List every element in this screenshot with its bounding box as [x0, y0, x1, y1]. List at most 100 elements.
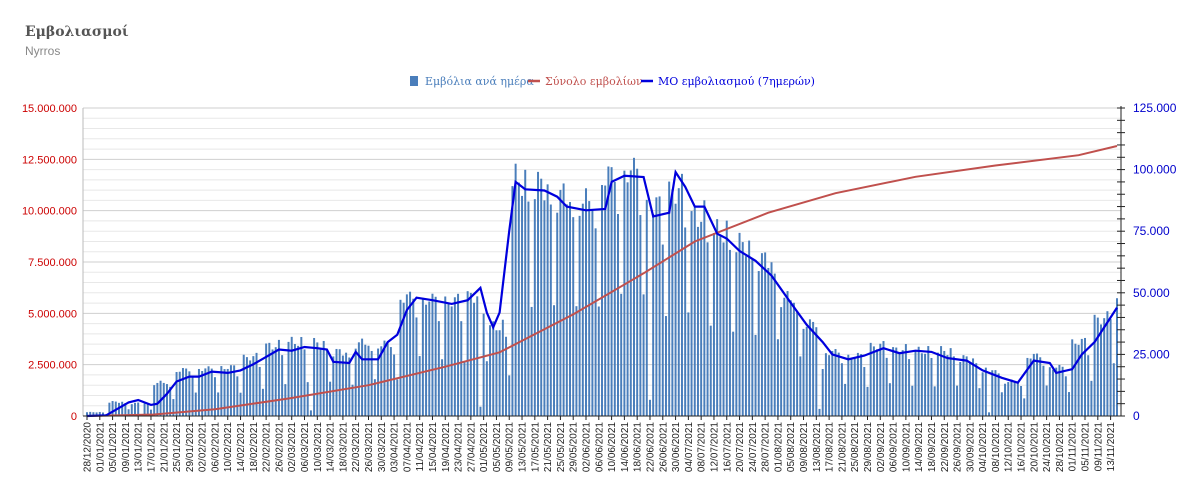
daily-vaccination-bar	[207, 366, 210, 416]
daily-vaccination-bar	[287, 341, 290, 416]
x-tick-label: 18/02/2021	[249, 422, 260, 472]
daily-vaccination-bar	[217, 392, 220, 416]
daily-vaccination-bar	[1032, 353, 1035, 416]
daily-vaccination-bar	[607, 166, 610, 416]
daily-vaccination-bar	[249, 360, 252, 416]
daily-vaccination-bar	[1071, 339, 1074, 416]
x-tick-label: 21/01/2021	[159, 422, 170, 472]
daily-vaccination-bar	[159, 380, 162, 416]
daily-vaccination-bar	[1109, 319, 1112, 416]
daily-vaccination-bar	[1100, 324, 1102, 416]
x-tick-label: 06/02/2021	[210, 422, 221, 472]
daily-vaccination-bar	[92, 412, 95, 416]
daily-vaccination-bar	[748, 240, 751, 416]
x-tick-label: 26/03/2021	[364, 422, 375, 472]
daily-vaccination-bar	[735, 252, 738, 416]
daily-vaccination-bar	[118, 402, 120, 416]
daily-vaccination-bar	[1055, 367, 1058, 416]
daily-vaccination-bar	[821, 369, 824, 416]
daily-vaccination-bar	[428, 301, 431, 416]
daily-vaccination-bar	[680, 173, 683, 416]
daily-vaccination-bar	[389, 347, 392, 416]
daily-vaccination-bar	[588, 201, 591, 416]
daily-vaccination-bar	[1077, 344, 1080, 416]
x-tick-label: 17/05/2021	[530, 422, 541, 472]
y-right-tick-label: 25.000	[1133, 347, 1170, 361]
daily-vaccination-bar	[1064, 376, 1067, 416]
daily-vaccination-bar	[725, 220, 728, 416]
daily-vaccination-bar	[783, 297, 786, 416]
x-tick-label: 09/11/2021	[1093, 422, 1104, 472]
daily-vaccination-bar	[149, 409, 152, 416]
daily-vaccination-bar	[844, 383, 847, 416]
daily-vaccination-bar	[716, 219, 719, 416]
daily-vaccination-bar	[936, 352, 939, 416]
daily-vaccination-bar	[236, 376, 239, 416]
x-tick-label: 22/09/2021	[940, 422, 951, 472]
daily-vaccination-bar	[1007, 382, 1010, 416]
daily-vaccination-bar	[693, 207, 696, 416]
x-tick-label: 14/09/2021	[914, 422, 925, 472]
daily-vaccination-bar	[965, 356, 968, 416]
page-subtitle: Nyrros	[25, 44, 61, 58]
daily-vaccination-bar	[876, 349, 879, 416]
daily-vaccination-bar	[780, 307, 783, 416]
daily-vaccination-bar	[431, 293, 434, 416]
daily-vaccination-bar	[415, 317, 418, 416]
daily-vaccination-bar	[732, 331, 735, 416]
daily-vaccination-bar	[620, 293, 623, 416]
daily-vaccination-bar	[127, 409, 130, 416]
daily-vaccination-bar	[239, 392, 242, 416]
daily-vaccination-bar	[636, 168, 639, 416]
daily-vaccination-bar	[527, 201, 530, 416]
y-left-tick-label: 2.500.000	[28, 360, 77, 372]
daily-vaccination-bar	[578, 215, 581, 416]
daily-vaccination-bar	[904, 344, 907, 416]
x-tick-label: 02/02/2021	[198, 422, 209, 472]
x-tick-label: 06/09/2021	[889, 422, 900, 472]
daily-vaccination-bar	[712, 232, 715, 416]
x-tick-label: 14/03/2021	[326, 422, 337, 472]
daily-vaccination-bar	[252, 356, 255, 416]
daily-vaccination-bar	[325, 349, 328, 416]
daily-vaccination-bar	[664, 316, 667, 416]
daily-vaccination-bar	[1084, 337, 1086, 416]
y-left-tick-label: 7.500.000	[28, 257, 77, 269]
daily-vaccination-bar	[885, 357, 888, 416]
x-tick-label: 18/03/2021	[338, 422, 349, 472]
daily-vaccination-bar	[489, 325, 492, 416]
daily-vaccination-bar	[354, 348, 357, 416]
legend-entry-label: Σύνολο εμβολίων	[545, 75, 643, 88]
daily-vaccination-bar	[764, 252, 767, 416]
cumulative-total-line	[86, 145, 1118, 417]
daily-vaccination-bar	[549, 204, 552, 416]
daily-vaccination-bar	[297, 345, 300, 416]
daily-vaccination-bar	[1093, 314, 1096, 416]
x-tick-label: 10/09/2021	[901, 422, 912, 472]
daily-vaccination-bar	[229, 365, 232, 416]
daily-vaccination-bar	[719, 236, 722, 416]
x-tick-label: 26/02/2021	[274, 422, 285, 472]
daily-vaccination-bar	[121, 401, 124, 416]
daily-vaccination-bar	[872, 346, 875, 416]
x-tick-label: 18/09/2021	[927, 422, 938, 472]
x-tick-label: 10/02/2021	[223, 422, 234, 472]
daily-vaccination-bar	[1010, 379, 1013, 416]
daily-vaccination-bar	[341, 355, 344, 416]
daily-vaccination-bar	[268, 342, 271, 416]
daily-vaccination-bar	[687, 312, 690, 416]
daily-vaccination-bar	[1068, 392, 1071, 416]
daily-vaccination-bar	[102, 412, 104, 416]
daily-vaccination-bar	[741, 242, 744, 416]
daily-vaccination-bar	[591, 209, 594, 416]
daily-vaccination-bar	[457, 293, 460, 416]
daily-vaccination-bar	[799, 356, 802, 416]
daily-vaccination-bar	[943, 350, 946, 416]
x-tick-label: 30/03/2021	[377, 422, 388, 472]
daily-vaccination-bar	[927, 346, 930, 416]
daily-vaccination-bar	[677, 188, 680, 416]
x-tick-label: 27/04/2021	[466, 422, 477, 472]
daily-vaccination-bar	[447, 302, 450, 416]
daily-vaccination-bar	[220, 366, 223, 416]
daily-vaccination-bar	[1103, 318, 1106, 416]
